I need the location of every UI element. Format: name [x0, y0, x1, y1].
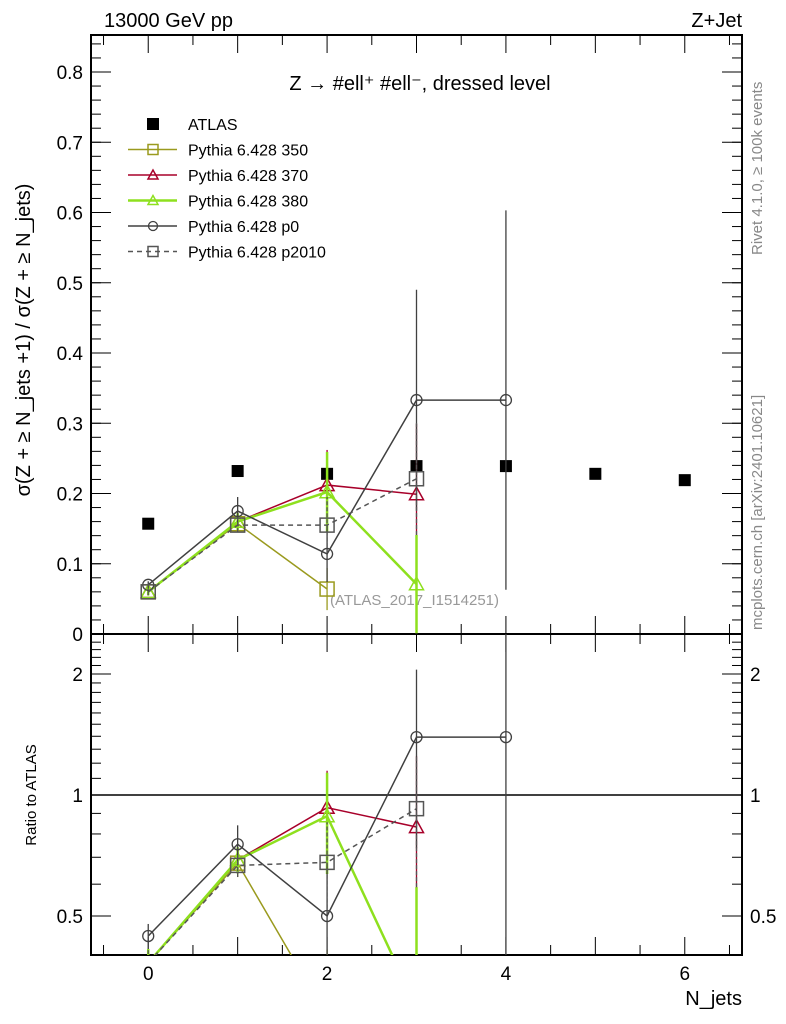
triangle-marker: [229, 513, 246, 528]
y-tick-label: 0: [72, 625, 83, 646]
series-line-1: [147, 522, 328, 593]
circle-marker: [231, 504, 244, 518]
y-tick-label: 0.3: [57, 414, 83, 435]
series-line-3: [147, 490, 418, 593]
legend-label: Pythia 6.428 370: [188, 168, 308, 185]
rivet-label: Rivet 4.1.0, ≥ 100k events: [749, 82, 766, 255]
triangle-marker: [408, 575, 425, 591]
y-tick-label: 0.7: [57, 133, 83, 154]
x-tick-label: 4: [501, 964, 512, 985]
circle-marker: [410, 730, 423, 744]
mcplots-label: mcplots.cern.ch [arXiv:2401.10621]: [749, 395, 766, 630]
x-tick-label: 6: [679, 964, 690, 985]
x-tick-label: 0: [143, 964, 154, 985]
y-tick-label: 0.2: [57, 485, 83, 506]
legend-label: Pythia 6.428 380: [188, 194, 308, 211]
triangle-marker: [146, 193, 160, 206]
series-line-3: [153, 814, 394, 955]
header-left: 13000 GeV pp: [104, 10, 233, 32]
triangle-marker: [410, 1000, 424, 1013]
square-marker: [229, 857, 246, 874]
circle-marker: [231, 838, 244, 851]
atlas-data-point: [589, 467, 602, 480]
square-marker: [147, 245, 159, 258]
x-axis-label: N_jets: [685, 988, 742, 1010]
y-tick-label: 0.5: [57, 274, 83, 295]
y-tick-label: 0.4: [57, 344, 84, 365]
plot-title: Z → #ell⁺ #ell⁻, dressed level: [289, 73, 550, 95]
square-marker: [408, 470, 425, 487]
square-marker: [229, 517, 246, 533]
square-marker: [319, 854, 335, 871]
ratio-y-tick-label: 2: [72, 665, 83, 686]
triangle-marker: [139, 583, 157, 599]
square-marker: [140, 584, 156, 600]
series-line-2: [147, 484, 417, 593]
legend-label: ATLAS: [188, 117, 238, 134]
triangle-marker: [146, 168, 160, 180]
triangle-marker: [229, 851, 246, 867]
atlas-data-point: [142, 517, 155, 530]
series-line-5: [154, 808, 417, 955]
x-tick-label: 2: [322, 964, 333, 985]
circle-marker: [410, 393, 423, 407]
square-marker: [408, 800, 425, 817]
analysis-label: (ATLAS_2017_I1514251): [330, 592, 499, 609]
ratio-y-tick-label: 1: [750, 786, 761, 807]
legend-label: Pythia 6.428 p2010: [188, 245, 326, 262]
ratio-y-axis-label: Ratio to ATLAS: [23, 744, 40, 845]
square-marker: [320, 1010, 334, 1024]
square-marker: [147, 143, 159, 156]
series-line-5: [147, 478, 417, 593]
square-marker: [319, 581, 335, 597]
circle-marker: [142, 929, 155, 943]
circle-marker: [147, 220, 159, 232]
square-marker: [319, 517, 335, 533]
ratio-y-tick-label: 0.5: [750, 907, 776, 928]
atlas-data-point: [231, 465, 244, 478]
circle-marker: [499, 730, 513, 744]
y-tick-label: 0.6: [57, 204, 83, 225]
ratio-y-tick-label: 0.5: [57, 907, 83, 928]
legend-label: Pythia 6.428 350: [188, 143, 308, 160]
circle-marker: [320, 547, 334, 561]
triangle-marker: [318, 807, 336, 823]
ratio-y-tick-label: 2: [750, 665, 761, 686]
y-tick-label: 0.1: [57, 555, 83, 576]
ratio-y-tick-label: 1: [72, 786, 83, 807]
legend-label: Pythia 6.428 p0: [188, 219, 299, 236]
atlas-data-point: [147, 118, 159, 130]
circle-marker: [499, 393, 513, 407]
header-right: Z+Jet: [691, 10, 742, 32]
y-axis-label: σ(Z + ≥ N_jets +1) / σ(Z + ≥ N_jets): [13, 184, 35, 497]
y-tick-label: 0.8: [57, 63, 83, 84]
atlas-data-point: [678, 474, 691, 487]
